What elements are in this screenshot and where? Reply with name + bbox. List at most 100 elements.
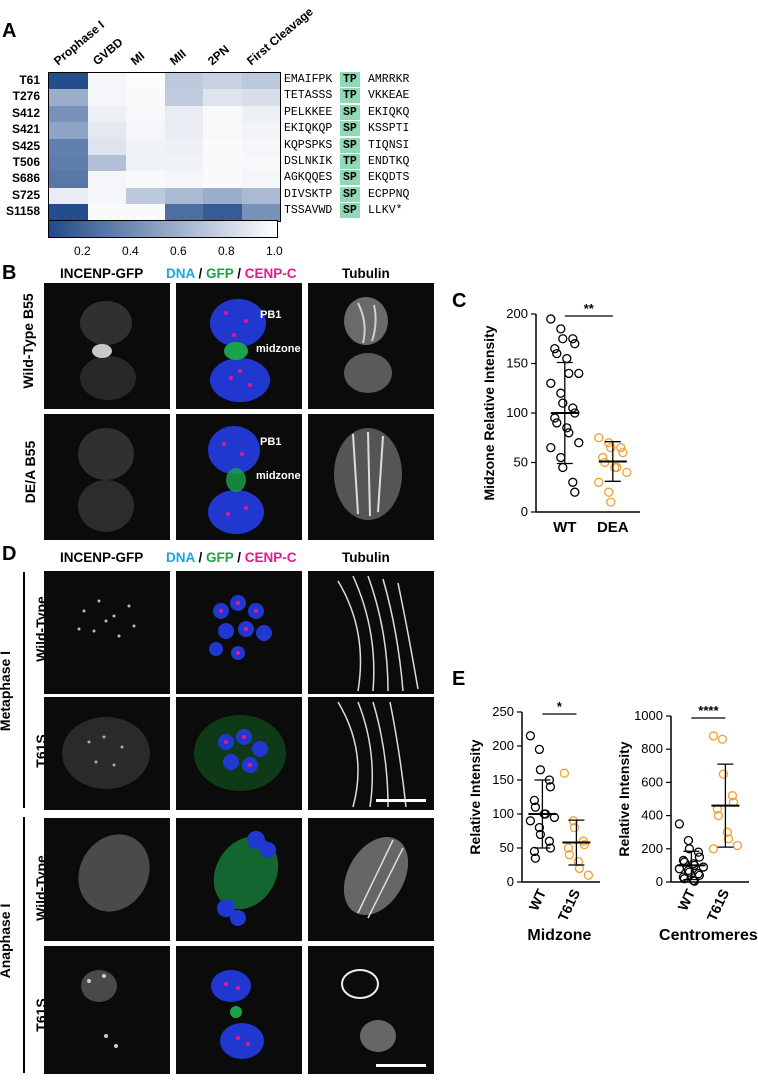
group-label-anaphase: Anaphase I <box>0 904 13 979</box>
colorbar-tick-label: 0.2 <box>74 244 91 258</box>
heatmap-cell <box>203 155 242 172</box>
category-label: T61S <box>703 887 732 924</box>
data-point <box>556 388 566 398</box>
data-point <box>732 840 743 851</box>
category-label: DEA <box>597 519 629 536</box>
sequence-motif: TP <box>340 72 360 87</box>
sequence-pre: DSLNKIK <box>284 155 333 168</box>
y-tick-label: 400 <box>641 808 663 823</box>
data-point <box>529 795 540 806</box>
heatmap-cell <box>164 105 203 123</box>
sequence-motif: TP <box>340 154 360 169</box>
heatmap-cell <box>241 73 280 90</box>
metaphase-bracket <box>23 572 25 808</box>
data-point <box>618 447 628 458</box>
colorbar-tick-label: 0.4 <box>122 244 139 258</box>
d-header-merge: DNA / GFP / CENP-C <box>166 550 297 565</box>
x-axis-title: Midzone <box>527 927 591 944</box>
heatmap-row-label: S425 <box>11 138 40 153</box>
micrograph-d-meta-wt-incenp <box>44 571 170 694</box>
heatmap-grid <box>48 72 281 222</box>
sequence-post: ECPPNQ <box>368 187 410 201</box>
heatmap-row-label: S421 <box>11 122 40 137</box>
heatmap-col-label: MI <box>128 48 148 68</box>
data-point <box>604 438 614 448</box>
midzone-annotation: midzone <box>256 470 301 482</box>
data-point <box>534 744 545 755</box>
heatmap-cell <box>87 73 126 90</box>
data-point <box>552 418 562 428</box>
heatmap-cell <box>164 89 203 106</box>
data-point <box>708 844 719 854</box>
category-label: WT <box>525 886 549 913</box>
heatmap-cell <box>126 187 165 205</box>
heatmap-cell <box>49 204 88 221</box>
heatmap-row-label: T506 <box>12 155 40 169</box>
significance-label: **** <box>698 703 719 718</box>
micrograph-d-ana-wt-incenp <box>44 818 170 941</box>
data-point <box>546 378 556 388</box>
data-point <box>718 769 729 779</box>
data-point <box>546 314 556 324</box>
heatmap-cell <box>49 171 88 188</box>
data-point <box>569 822 580 833</box>
data-point <box>568 334 578 344</box>
scale-bar <box>376 799 426 802</box>
pb1-annotation: PB1 <box>260 436 282 448</box>
panel-label-d: D <box>2 543 17 565</box>
data-point <box>684 867 695 877</box>
heatmap-cell <box>126 122 165 139</box>
sequence-pre: DIVSKTP <box>284 187 333 201</box>
sequence-motif: TP <box>340 88 360 104</box>
micrograph-d-ana-wt-merge <box>176 818 302 941</box>
group-label-metaphase: Metaphase I <box>0 651 13 732</box>
sequence-motif: SP <box>340 203 360 219</box>
data-point <box>606 442 616 453</box>
significance-label: * <box>557 699 563 714</box>
y-tick-label: 200 <box>492 738 514 753</box>
anaphase-bracket <box>23 817 25 1073</box>
data-point <box>598 452 608 463</box>
micrograph-b-dea-tubulin <box>308 414 434 540</box>
data-point <box>594 477 604 487</box>
sequence-post: AMRRKR <box>368 73 410 86</box>
slash: / <box>233 266 245 281</box>
heatmap-cell <box>49 73 88 90</box>
data-point <box>525 816 536 826</box>
sequence-motif: SP <box>340 137 360 153</box>
micrograph-b-dea-merge: PB1 midzone <box>176 414 302 540</box>
data-point <box>525 731 536 741</box>
panel-label-c: C <box>452 290 467 312</box>
heatmap-cell <box>241 138 280 155</box>
heatmap-cell <box>203 105 242 123</box>
data-point <box>556 452 566 463</box>
data-point <box>723 834 734 844</box>
heatmap-cell <box>87 105 126 123</box>
panel-label-b: B <box>2 262 17 284</box>
micrograph-b-wt-incenp <box>44 283 170 409</box>
data-point <box>559 768 570 778</box>
heatmap-col-label: 2PN <box>205 42 232 68</box>
heatmap-cell <box>49 155 88 172</box>
data-point <box>616 442 626 453</box>
data-point <box>535 765 546 775</box>
heatmap-cell <box>49 89 88 106</box>
data-point <box>694 870 705 881</box>
category-label: WT <box>553 519 576 536</box>
midzone-annotation: midzone <box>256 343 301 355</box>
data-point <box>574 368 584 379</box>
heatmap-cell <box>126 204 165 221</box>
micrograph-d-ana-t61s-tubulin <box>308 946 434 1074</box>
heatmap-cell <box>49 187 88 205</box>
data-point <box>550 344 560 354</box>
y-axis-title: Relative Intensity <box>616 741 632 856</box>
sequence-pre: EMAIFPK <box>284 73 333 86</box>
heatmap-row-label: S725 <box>11 187 40 202</box>
heatmap-cell <box>203 187 242 205</box>
data-point <box>679 874 690 884</box>
heatmap-cell <box>87 204 126 221</box>
colorbar-gradient <box>48 220 278 238</box>
heatmap-cell <box>241 171 280 188</box>
heatmap-cell <box>203 204 242 221</box>
data-point <box>604 487 614 497</box>
